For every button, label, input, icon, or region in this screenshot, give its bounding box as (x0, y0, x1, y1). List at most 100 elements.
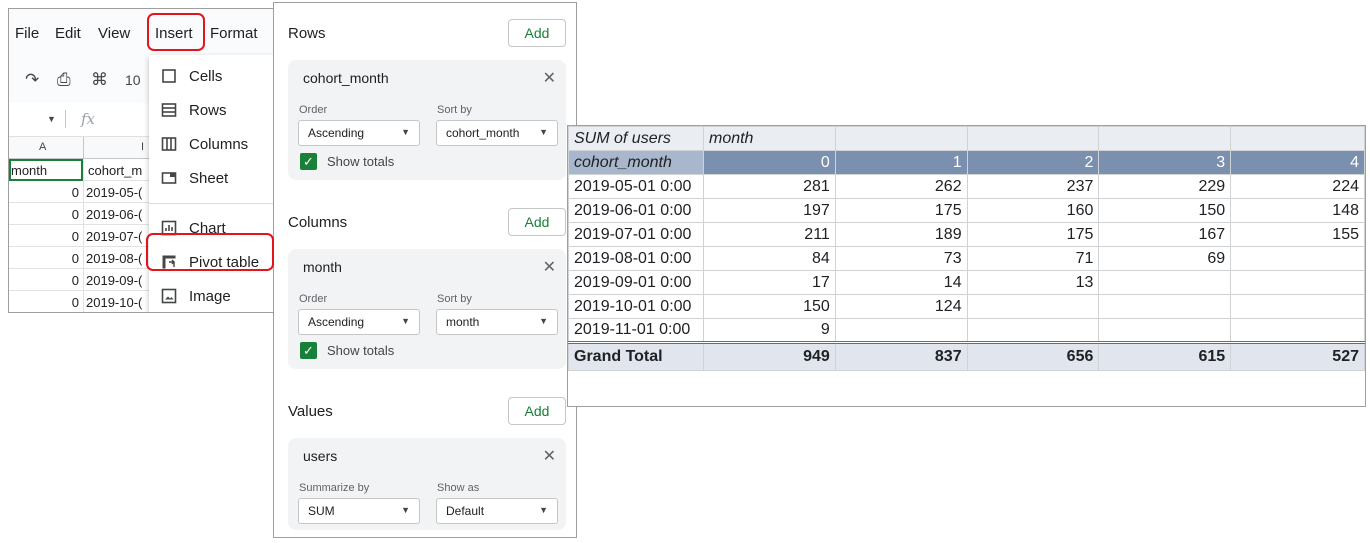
menu-item-cells[interactable]: Cells (149, 61, 273, 93)
cohort-label[interactable]: 2019-06-01 0:00 (568, 198, 704, 223)
pivot-corner-label[interactable]: SUM of users (568, 126, 704, 151)
cohort-label[interactable]: 2019-11-01 0:00 (568, 318, 704, 343)
grid-cell[interactable]: 0 (71, 207, 79, 222)
close-icon[interactable]: ✕ (542, 70, 556, 87)
pivot-value[interactable] (1098, 318, 1232, 343)
grid-cell[interactable]: 0 (71, 229, 79, 244)
pivot-column-field[interactable]: month (702, 126, 836, 151)
pivot-value[interactable]: 17 (702, 270, 836, 295)
pivot-value[interactable] (1230, 246, 1365, 271)
grid-cell[interactable]: cohort_m (88, 163, 143, 178)
menu-item-sheet[interactable]: Sheet (149, 163, 273, 195)
pivot-value[interactable]: 197 (702, 198, 836, 223)
cohort-label[interactable]: 2019-10-01 0:00 (568, 294, 704, 319)
grid-cell[interactable]: 2019-06-( (86, 207, 143, 222)
grand-total-value[interactable]: 527 (1230, 341, 1365, 371)
sort-by-select[interactable]: cohort_month ▼ (436, 120, 558, 146)
grid-cell[interactable]: 0 (71, 251, 79, 266)
cohort-label[interactable]: 2019-05-01 0:00 (568, 174, 704, 199)
cohort-label[interactable]: 2019-09-01 0:00 (568, 270, 704, 295)
month-header[interactable]: 4 (1230, 150, 1365, 175)
close-icon[interactable]: ✕ (542, 259, 556, 276)
column-header-b[interactable]: I (141, 141, 145, 153)
pivot-value[interactable] (1230, 294, 1365, 319)
pivot-value[interactable] (966, 318, 1100, 343)
pivot-value[interactable]: 150 (702, 294, 836, 319)
pivot-value[interactable]: 155 (1230, 222, 1365, 247)
pivot-value[interactable]: 150 (1098, 198, 1232, 223)
pivot-value[interactable] (1098, 270, 1232, 295)
pivot-cell[interactable] (834, 126, 968, 151)
add-rows-button[interactable]: Add (508, 19, 566, 47)
grid-cell[interactable]: 2019-08-( (86, 251, 143, 266)
summarize-by-select[interactable]: SUM ▼ (298, 498, 420, 524)
grand-total-value[interactable]: 949 (702, 341, 836, 371)
grid-cell[interactable]: 2019-07-( (86, 229, 143, 244)
grid-cell[interactable]: 0 (71, 295, 79, 310)
show-as-select[interactable]: Default ▼ (436, 498, 558, 524)
selected-cell[interactable]: month (9, 159, 83, 181)
grid-cell[interactable]: 0 (71, 185, 79, 200)
grid-cell[interactable]: 2019-10-( (86, 295, 143, 310)
redo-icon[interactable]: ↷ (25, 70, 40, 89)
paint-format-icon[interactable]: ⌘ (91, 70, 108, 89)
grid-cell[interactable]: 2019-05-( (86, 185, 143, 200)
menu-item-rows[interactable]: Rows (149, 95, 273, 127)
close-icon[interactable]: ✕ (542, 448, 556, 465)
name-box-dropdown-icon[interactable]: ▼ (47, 114, 56, 124)
grand-total-value[interactable]: 615 (1098, 341, 1232, 371)
pivot-cell[interactable] (1230, 126, 1365, 151)
print-icon[interactable]: ⎙ (57, 70, 71, 89)
pivot-cell[interactable] (1098, 126, 1232, 151)
zoom-select[interactable]: 10 (125, 72, 141, 88)
menu-item-image[interactable]: Image (149, 281, 273, 312)
menu-insert[interactable]: Insert (155, 25, 193, 42)
pivot-value[interactable] (966, 294, 1100, 319)
grand-total-value[interactable]: 656 (966, 341, 1100, 371)
menu-edit[interactable]: Edit (55, 25, 81, 42)
month-header[interactable]: 0 (702, 150, 836, 175)
grid-cell[interactable]: 0 (71, 273, 79, 288)
pivot-value[interactable]: 262 (834, 174, 968, 199)
order-select[interactable]: Ascending ▼ (298, 120, 420, 146)
show-totals-checkbox[interactable]: ✓ (300, 342, 317, 359)
pivot-value[interactable]: 148 (1230, 198, 1365, 223)
pivot-value[interactable]: 175 (834, 198, 968, 223)
menu-view[interactable]: View (98, 25, 131, 42)
pivot-value[interactable]: 84 (702, 246, 836, 271)
pivot-value[interactable]: 9 (702, 318, 836, 343)
menu-item-pivot-table[interactable]: Pivot table (149, 247, 273, 279)
pivot-row-field[interactable]: cohort_month (568, 150, 704, 175)
pivot-value[interactable]: 14 (834, 270, 968, 295)
grid-cell[interactable]: 2019-09-( (86, 273, 143, 288)
pivot-value[interactable]: 229 (1098, 174, 1232, 199)
pivot-value[interactable]: 13 (966, 270, 1100, 295)
month-header[interactable]: 3 (1098, 150, 1232, 175)
pivot-value[interactable]: 69 (1098, 246, 1232, 271)
sort-by-select[interactable]: month ▼ (436, 309, 558, 335)
show-totals-checkbox[interactable]: ✓ (300, 153, 317, 170)
cohort-label[interactable]: 2019-07-01 0:00 (568, 222, 704, 247)
add-columns-button[interactable]: Add (508, 208, 566, 236)
pivot-value[interactable]: 73 (834, 246, 968, 271)
month-header[interactable]: 1 (834, 150, 968, 175)
menu-format[interactable]: Format (210, 25, 258, 42)
menu-item-chart[interactable]: Chart (149, 213, 273, 245)
pivot-value[interactable] (1230, 318, 1365, 343)
pivot-value[interactable]: 237 (966, 174, 1100, 199)
menu-file[interactable]: File (15, 25, 40, 42)
cohort-label[interactable]: 2019-08-01 0:00 (568, 246, 704, 271)
pivot-cell[interactable] (966, 126, 1100, 151)
pivot-value[interactable] (834, 318, 968, 343)
pivot-value[interactable]: 160 (966, 198, 1100, 223)
pivot-value[interactable] (1098, 294, 1232, 319)
column-header-a[interactable]: A (39, 141, 47, 153)
pivot-value[interactable]: 175 (966, 222, 1100, 247)
pivot-value[interactable]: 71 (966, 246, 1100, 271)
pivot-value[interactable]: 124 (834, 294, 968, 319)
pivot-value[interactable]: 189 (834, 222, 968, 247)
pivot-value[interactable]: 211 (702, 222, 836, 247)
menu-item-columns[interactable]: Columns (149, 129, 273, 161)
order-select[interactable]: Ascending ▼ (298, 309, 420, 335)
pivot-value[interactable]: 167 (1098, 222, 1232, 247)
